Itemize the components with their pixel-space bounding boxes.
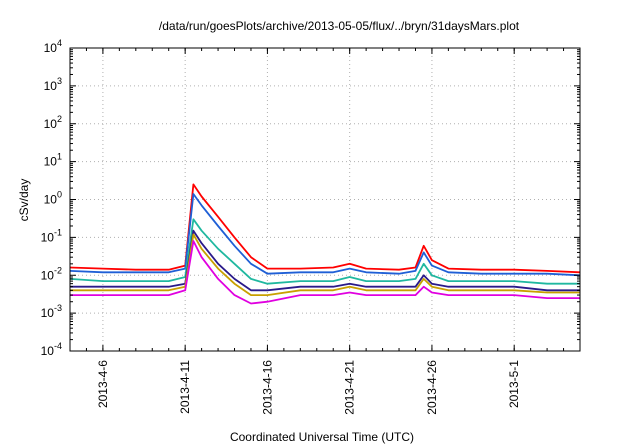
y-tick-label: 10-1 xyxy=(41,227,62,244)
series-line xyxy=(70,229,580,292)
y-tick-label: 102 xyxy=(44,114,62,131)
y-axis: 10-4 10-3 10-2 10-1 100 101 102 103 104 xyxy=(41,38,580,358)
y-tick-label: 103 xyxy=(44,76,62,93)
grid xyxy=(70,48,580,351)
x-tick-label: 2013-4-16 xyxy=(260,360,274,415)
y-tick-label: 104 xyxy=(44,38,62,55)
y-tick-label: 10-4 xyxy=(41,341,62,358)
y-tick-label: 101 xyxy=(44,152,62,169)
x-tick-label: 2013-5-1 xyxy=(507,360,521,408)
y-tick-label: 100 xyxy=(44,190,62,207)
x-axis-label: Coordinated Universal Time (UTC) xyxy=(230,430,414,444)
x-tick-label: 2013-4-21 xyxy=(343,360,357,415)
series-line xyxy=(70,233,580,297)
series-line xyxy=(69,193,581,277)
series-line xyxy=(70,240,580,305)
series-lines xyxy=(69,183,581,305)
x-tick-label: 2013-4-26 xyxy=(425,360,439,415)
x-tick-label: 2013-4-6 xyxy=(96,360,110,408)
y-tick-label: 10-3 xyxy=(41,303,62,320)
series-line xyxy=(69,218,580,285)
y-axis-label: cSv/day xyxy=(17,179,31,222)
chart-title: /data/run/goesPlots/archive/2013-05-05/f… xyxy=(159,19,520,33)
x-tick-label: 2013-4-11 xyxy=(178,360,192,414)
series-line xyxy=(69,183,581,274)
y-tick-label: 10-2 xyxy=(41,265,62,282)
x-axis: 2013-4-6 2013-4-11 2013-4-16 2013-4-21 2013-… xyxy=(85,48,565,415)
